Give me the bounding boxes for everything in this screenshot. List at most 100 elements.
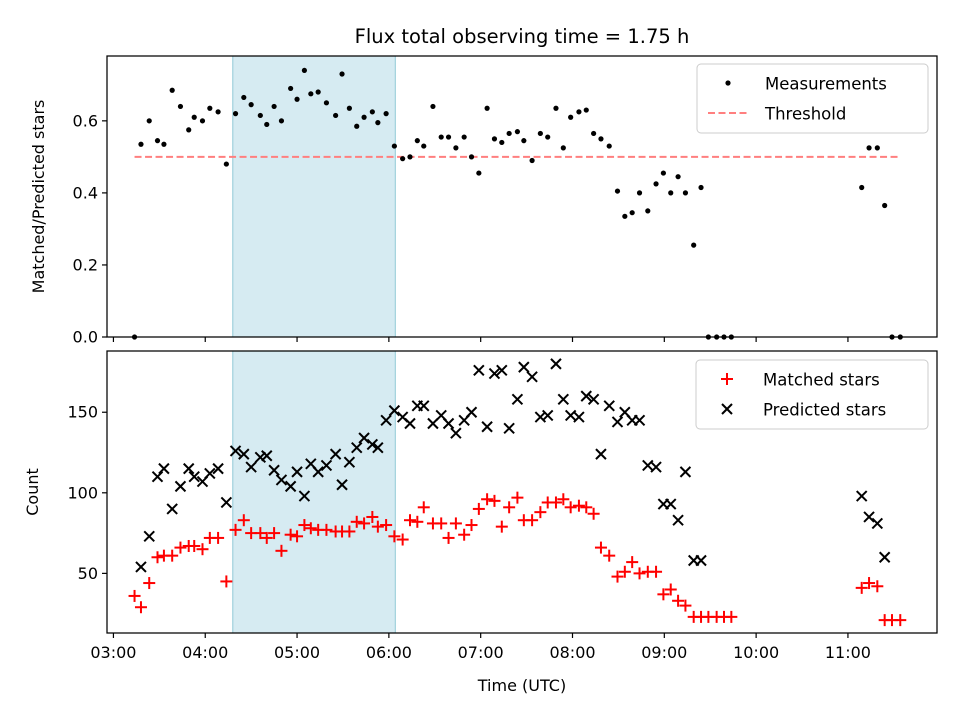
matched-star-point: [275, 544, 288, 557]
predicted-star-point: [261, 450, 273, 462]
predicted-star-point: [503, 422, 515, 435]
predicted-star-point: [312, 466, 324, 478]
matched-star-point: [549, 496, 562, 509]
matched-star-point: [458, 528, 471, 541]
predicted-star-point: [550, 358, 562, 370]
measurement-point: [257, 112, 263, 119]
measurement-point: [391, 143, 397, 149]
matched-star-point: [611, 570, 624, 583]
matched-star-point: [442, 531, 455, 544]
measurement-point: [154, 138, 161, 144]
measurement-point: [308, 91, 314, 97]
matched-star-point: [534, 506, 547, 519]
matched-star-point: [291, 530, 304, 543]
measurement-point: [207, 105, 213, 111]
measurement-point: [383, 111, 389, 117]
matched-star-point: [134, 601, 147, 614]
ratio-y-tick-label: 0.2: [73, 255, 98, 274]
matched-star-point: [603, 549, 616, 562]
matched-star-point: [526, 514, 539, 527]
x-tick-label: 09:00: [641, 643, 687, 662]
ratio-legend-box: [696, 63, 929, 134]
predicted-star-point: [856, 490, 868, 502]
matched-star-point: [472, 502, 485, 515]
measurement-point: [241, 94, 247, 101]
x-tick-label: 03:00: [90, 643, 136, 662]
matched-star-point: [657, 588, 670, 601]
matched-star-point: [488, 494, 501, 507]
legend-marker-measurements: [725, 80, 731, 86]
measurement-point: [191, 114, 197, 120]
predicted-star-point: [245, 461, 257, 473]
matched-star-point: [298, 519, 311, 532]
measurement-point: [606, 143, 612, 149]
predicted-star-point: [633, 414, 646, 426]
ratio-marks: [131, 67, 903, 340]
predicted-star-point: [418, 400, 430, 412]
ratio-legend: Measurements Threshold: [696, 63, 929, 134]
matched-star-point: [564, 501, 577, 514]
predicted-star-point: [695, 554, 707, 567]
predicted-star-point: [496, 364, 508, 377]
matched-star-point: [618, 565, 631, 578]
predicted-star-point: [481, 421, 493, 433]
x-tick-label: 07:00: [458, 643, 504, 662]
matched-star-point: [481, 493, 494, 506]
matched-star-point: [358, 517, 371, 530]
predicted-star-point: [238, 448, 250, 460]
matched-star-point: [304, 522, 317, 535]
measurement-point: [361, 114, 367, 120]
predicted-star-point: [518, 361, 530, 373]
matched-star-point: [572, 499, 585, 512]
matched-star-point: [672, 594, 685, 607]
predicted-star-point: [863, 511, 875, 523]
predicted-star-point: [166, 503, 178, 515]
predicted-star-point: [320, 459, 333, 472]
matched-star-point: [495, 520, 508, 533]
measurement-point: [323, 100, 330, 106]
predicted-star-point: [557, 393, 570, 406]
matched-star-point: [650, 565, 663, 578]
count-marks: [128, 358, 907, 627]
matched-star-point: [417, 501, 430, 514]
predicted-star-point: [871, 517, 884, 530]
x-tick-label: 05:00: [274, 643, 320, 662]
measurement-point: [614, 188, 621, 194]
x-tick-label: 06:00: [366, 643, 412, 662]
predicted-star-point: [450, 427, 462, 439]
predicted-star-point: [679, 466, 692, 478]
predicted-star-point: [284, 480, 297, 493]
predicted-star-point: [275, 474, 288, 486]
matched-star-point: [151, 551, 164, 564]
measurement-point: [407, 154, 413, 160]
matched-star-point: [503, 501, 516, 514]
matched-star-point: [166, 549, 179, 562]
count-y-tick-label: 150: [67, 403, 98, 422]
count-legend: Matched stars Predicted stars: [695, 359, 929, 430]
measurement-point: [186, 127, 192, 133]
matched-star-point: [128, 589, 141, 602]
matched-star-point: [894, 614, 907, 627]
legend-marker-matched: [721, 373, 733, 385]
measurement-point: [333, 112, 339, 119]
matched-star-point: [380, 519, 393, 532]
matched-star-point: [580, 501, 593, 514]
predicted-star-point: [473, 364, 485, 377]
measurement-point: [882, 202, 888, 209]
matched-star-point: [212, 531, 225, 544]
measurement-point: [521, 138, 527, 144]
matched-star-point: [366, 510, 379, 523]
measurement-point: [400, 156, 406, 162]
measurement-point: [622, 213, 628, 219]
predicted-star-point: [465, 406, 478, 418]
count-y-axis-label: Count: [23, 468, 42, 516]
matched-star-point: [220, 575, 233, 588]
matched-star-point: [664, 583, 677, 596]
x-tick-label: 04:00: [182, 643, 228, 662]
count-axes-frame: [106, 350, 938, 634]
measurement-point: [346, 105, 352, 111]
legend-label-measurements: Measurements: [765, 75, 887, 94]
measurement-point: [223, 161, 229, 167]
